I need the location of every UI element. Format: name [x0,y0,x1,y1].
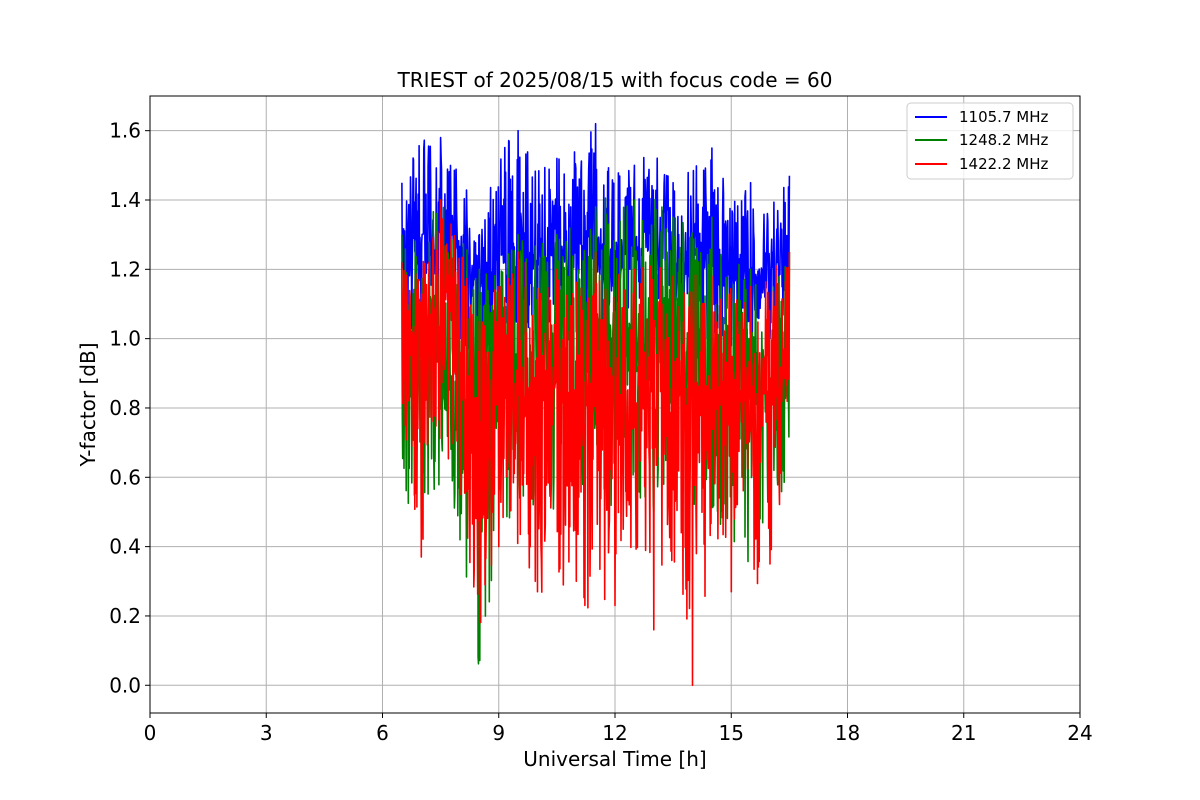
legend-label-1248: 1248.2 MHz [959,131,1048,149]
y-tick-label: 0.0 [109,673,141,697]
legend: 1105.7 MHz 1248.2 MHz 1422.2 MHz [906,102,1074,180]
y-tick-label: 1.2 [109,257,141,281]
y-tick-label: 0.4 [109,535,141,559]
y-axis-label: Y-factor [dB] [76,342,100,467]
x-tick-label: 3 [260,721,273,745]
series-line-1422 [401,199,791,687]
series-line-1105 [401,122,791,365]
x-axis-label: Universal Time [h] [523,747,706,771]
x-tick-label: 0 [144,721,157,745]
y-tick-label: 1.4 [109,188,141,212]
legend-label-1422: 1422.2 MHz [959,155,1048,173]
y-axis: 0.0 0.2 0.4 0.6 0.8 1.0 1.2 1.4 1.6 [109,119,150,697]
y-tick-label: 0.2 [109,604,141,628]
y-tick-label: 1.0 [109,327,141,351]
x-axis: 0 3 6 9 12 15 18 21 24 [144,713,1093,745]
legend-box [906,102,1074,180]
x-tick-label: 9 [492,721,505,745]
y-tick-label: 0.8 [109,396,141,420]
x-tick-label: 18 [835,721,860,745]
y-tick-label: 1.6 [109,119,141,143]
chart-title: TRIEST of 2025/08/15 with focus code = 6… [397,68,833,92]
x-tick-label: 15 [719,721,744,745]
series-layer [401,122,791,687]
x-tick-label: 24 [1067,721,1092,745]
legend-label-1105: 1105.7 MHz [959,108,1048,126]
x-tick-label: 6 [376,721,389,745]
x-tick-label: 12 [602,721,627,745]
y-tick-label: 0.6 [109,465,141,489]
x-tick-label: 21 [951,721,976,745]
